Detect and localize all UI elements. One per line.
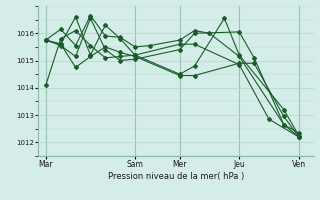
X-axis label: Pression niveau de la mer( hPa ): Pression niveau de la mer( hPa ) [108, 172, 244, 181]
